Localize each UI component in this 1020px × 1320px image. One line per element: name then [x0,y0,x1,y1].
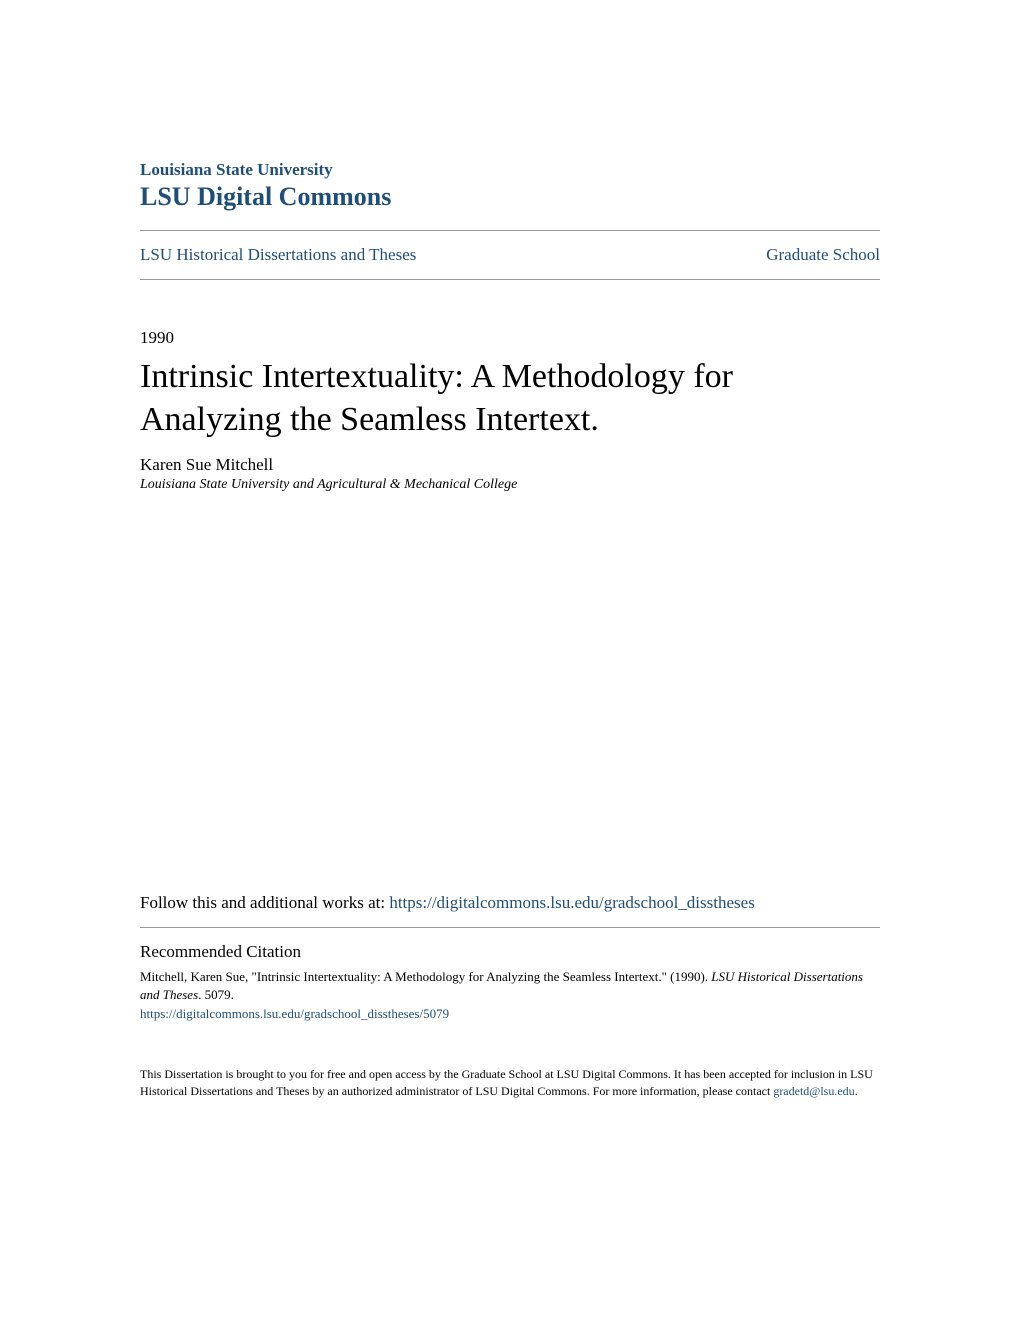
publication-year: 1990 [140,328,880,348]
divider-citation [140,927,880,928]
document-title: Intrinsic Intertextuality: A Methodology… [140,356,880,441]
citation-text-part2: . 5079. [198,987,234,1002]
repository-name[interactable]: LSU Digital Commons [140,182,880,212]
citation-url[interactable]: https://digitalcommons.lsu.edu/gradschoo… [140,1006,880,1022]
breadcrumb-nav: LSU Historical Dissertations and Theses … [140,231,880,279]
collection-link[interactable]: LSU Historical Dissertations and Theses [140,245,416,265]
header: Louisiana State University LSU Digital C… [140,160,880,212]
author-name: Karen Sue Mitchell [140,455,880,475]
school-link[interactable]: Graduate School [766,245,880,265]
footer-email[interactable]: gradetd@lsu.edu [773,1084,854,1098]
citation-section: Recommended Citation Mitchell, Karen Sue… [140,942,880,1022]
footer-note: This Dissertation is brought to you for … [140,1066,880,1100]
follow-prefix: Follow this and additional works at: [140,893,389,912]
follow-link[interactable]: https://digitalcommons.lsu.edu/gradschoo… [389,893,754,912]
follow-section: Follow this and additional works at: htt… [140,893,880,927]
author-affiliation: Louisiana State University and Agricultu… [140,477,880,493]
university-name: Louisiana State University [140,160,880,180]
divider-nav [140,279,880,280]
footer-text: This Dissertation is brought to you for … [140,1067,873,1098]
citation-heading: Recommended Citation [140,942,880,962]
citation-text-part1: Mitchell, Karen Sue, "Intrinsic Intertex… [140,969,711,984]
citation-text: Mitchell, Karen Sue, "Intrinsic Intertex… [140,968,880,1004]
footer-period: . [855,1084,858,1098]
